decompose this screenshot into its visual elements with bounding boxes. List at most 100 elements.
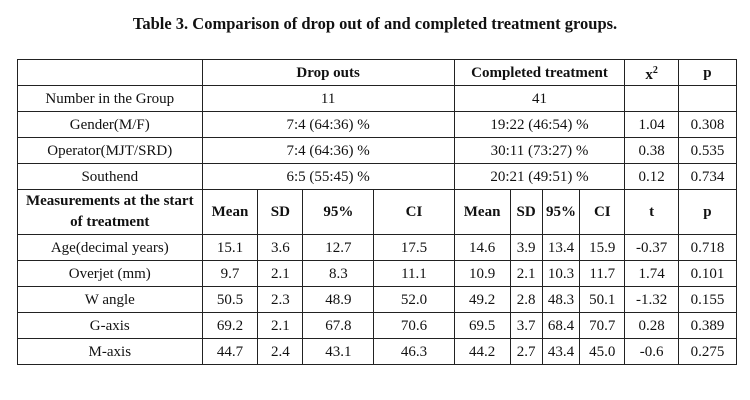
completed-mean: 10.9	[453, 260, 511, 287]
p-value	[677, 85, 738, 112]
header-95-drop: 95%	[302, 189, 375, 235]
header-ci-drop: CI	[373, 189, 455, 235]
drop-sd: 3.6	[257, 234, 304, 261]
table-row: Age(decimal years) 15.1 3.6 12.7 17.5 14…	[17, 234, 738, 261]
header-mean-completed: Mean	[453, 189, 511, 235]
drop-outs-value: 7:4 (64:36) %	[201, 111, 455, 138]
completed-sd: 3.7	[509, 312, 543, 339]
drop-sd: 2.1	[257, 312, 304, 339]
completed-ci-low: 43.4	[541, 338, 581, 365]
drop-mean: 69.2	[201, 312, 259, 339]
completed-sd: 2.1	[509, 260, 543, 287]
drop-outs-value: 6:5 (55:45) %	[201, 163, 455, 190]
row-label: M-axis	[17, 338, 203, 365]
completed-ci-high: 11.7	[579, 260, 626, 287]
header-chi-square: x2	[624, 59, 679, 86]
drop-ci-low: 48.9	[302, 286, 375, 313]
completed-value: 30:11 (73:27) %	[453, 137, 626, 164]
drop-mean: 15.1	[201, 234, 259, 261]
comparison-table: Drop outs Completed treatment x2 p Numbe…	[17, 59, 738, 365]
row-label: Age(decimal years)	[17, 234, 203, 261]
completed-mean: 44.2	[453, 338, 511, 365]
row-label: G-axis	[17, 312, 203, 339]
completed-value: 20:21 (49:51) %	[453, 163, 626, 190]
drop-sd: 2.3	[257, 286, 304, 313]
drop-sd: 2.4	[257, 338, 304, 365]
drop-ci-high: 17.5	[373, 234, 455, 261]
p-value: 0.535	[677, 137, 738, 164]
t-value: 0.28	[624, 312, 679, 339]
completed-ci-high: 45.0	[579, 338, 626, 365]
p-value: 0.389	[677, 312, 738, 339]
completed-sd: 3.9	[509, 234, 543, 261]
header-drop-outs: Drop outs	[201, 59, 455, 86]
completed-ci-high: 50.1	[579, 286, 626, 313]
completed-sd: 2.7	[509, 338, 543, 365]
header-row: Drop outs Completed treatment x2 p	[17, 59, 738, 86]
p-value: 0.734	[677, 163, 738, 190]
p-value: 0.101	[677, 260, 738, 287]
drop-outs-value: 7:4 (64:36) %	[201, 137, 455, 164]
row-label: Number in the Group	[17, 85, 203, 112]
p-value: 0.308	[677, 111, 738, 138]
header-ci-completed: CI	[579, 189, 626, 235]
table-row: Number in the Group 11 41	[17, 85, 738, 112]
table-row: W angle 50.5 2.3 48.9 52.0 49.2 2.8 48.3…	[17, 286, 738, 313]
drop-ci-low: 67.8	[302, 312, 375, 339]
drop-ci-high: 70.6	[373, 312, 455, 339]
row-label: W angle	[17, 286, 203, 313]
completed-ci-low: 13.4	[541, 234, 581, 261]
row-label: Operator(MJT/SRD)	[17, 137, 203, 164]
chi-square-value: 0.38	[624, 137, 679, 164]
drop-mean: 50.5	[201, 286, 259, 313]
t-value: -0.37	[624, 234, 679, 261]
completed-ci-low: 48.3	[541, 286, 581, 313]
header-p-measure: p	[677, 189, 738, 235]
t-value: -1.32	[624, 286, 679, 313]
drop-mean: 9.7	[201, 260, 259, 287]
chi-square-value: 0.12	[624, 163, 679, 190]
table-row: Southend 6:5 (55:45) % 20:21 (49:51) % 0…	[17, 163, 738, 190]
table-title: Table 3. Comparison of drop out of and c…	[132, 14, 618, 33]
completed-mean: 69.5	[453, 312, 511, 339]
completed-sd: 2.8	[509, 286, 543, 313]
header-completed-treatment: Completed treatment	[453, 59, 626, 86]
t-value: -0.6	[624, 338, 679, 365]
header-95-completed: 95%	[541, 189, 581, 235]
measurements-header-label: Measurements at the start of treatment	[17, 189, 203, 235]
completed-value: 19:22 (46:54) %	[453, 111, 626, 138]
drop-outs-value: 11	[201, 85, 455, 112]
p-value: 0.155	[677, 286, 738, 313]
header-p: p	[677, 59, 738, 86]
drop-ci-high: 11.1	[373, 260, 455, 287]
drop-ci-high: 52.0	[373, 286, 455, 313]
chi-square-value	[624, 85, 679, 112]
chi-square-value: 1.04	[624, 111, 679, 138]
header-blank-cell	[17, 59, 203, 86]
header-mean-drop: Mean	[201, 189, 259, 235]
row-label: Gender(M/F)	[17, 111, 203, 138]
drop-mean: 44.7	[201, 338, 259, 365]
row-label: Overjet (mm)	[17, 260, 203, 287]
t-value: 1.74	[624, 260, 679, 287]
table-row: Gender(M/F) 7:4 (64:36) % 19:22 (46:54) …	[17, 111, 738, 138]
p-value: 0.718	[677, 234, 738, 261]
drop-ci-low: 12.7	[302, 234, 375, 261]
completed-mean: 14.6	[453, 234, 511, 261]
p-value: 0.275	[677, 338, 738, 365]
completed-ci-low: 68.4	[541, 312, 581, 339]
drop-ci-high: 46.3	[373, 338, 455, 365]
completed-ci-high: 70.7	[579, 312, 626, 339]
measurements-header-row: Measurements at the start of treatment M…	[17, 189, 738, 235]
header-t: t	[624, 189, 679, 235]
header-sd-completed: SD	[509, 189, 543, 235]
completed-ci-low: 10.3	[541, 260, 581, 287]
table-row: Operator(MJT/SRD) 7:4 (64:36) % 30:11 (7…	[17, 137, 738, 164]
row-label: Southend	[17, 163, 203, 190]
drop-ci-low: 43.1	[302, 338, 375, 365]
completed-value: 41	[453, 85, 626, 112]
drop-sd: 2.1	[257, 260, 304, 287]
completed-mean: 49.2	[453, 286, 511, 313]
table-row: Overjet (mm) 9.7 2.1 8.3 11.1 10.9 2.1 1…	[17, 260, 738, 287]
completed-ci-high: 15.9	[579, 234, 626, 261]
